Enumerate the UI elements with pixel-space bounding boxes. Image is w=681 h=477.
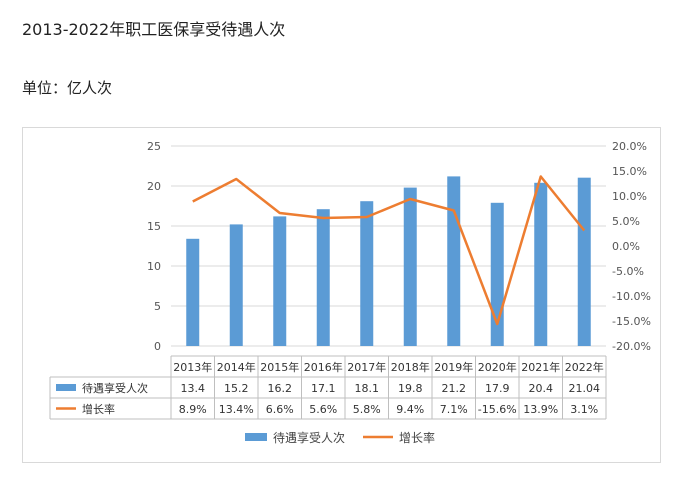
growth-rate-line	[192, 175, 586, 326]
bar	[360, 201, 374, 346]
y-right-tick-label: 5.0%	[612, 215, 640, 228]
table-cell-value: -15.6%	[478, 403, 517, 416]
combo-chart: 0 5 10 15 20 25 -20.0% -15.0% -10.0% -5.0% 0.0% 5.0…	[49, 140, 651, 445]
table-legend-bar-swatch	[56, 384, 76, 391]
y-right-tick-label: 0.0%	[612, 240, 640, 253]
x-category-label: 2021年	[521, 360, 560, 374]
table-cell-value: 13.4	[181, 382, 206, 395]
table-cell-value: 5.6%	[309, 403, 337, 416]
bar	[534, 182, 548, 346]
y-right-tick-label: -10.0%	[612, 290, 651, 303]
y-right-tick-label: -5.0%	[612, 265, 644, 278]
y-right-tick-label: -15.0%	[612, 315, 651, 328]
y-left-tick-label: 0	[154, 340, 161, 353]
table-cell-value: 8.9%	[179, 403, 207, 416]
x-category-label: 2013年	[173, 360, 212, 374]
bar	[316, 209, 330, 346]
table-cell-value: 17.1	[311, 382, 336, 395]
x-category-label: 2015年	[260, 360, 299, 374]
legend-label: 待遇享受人次	[273, 430, 345, 445]
table-cell-value: 13.9%	[523, 403, 558, 416]
legend-bar-swatch	[245, 433, 267, 441]
x-category-label: 2018年	[391, 360, 430, 374]
table-cell-value: 19.8	[398, 382, 423, 395]
legend-label: 增长率	[399, 430, 435, 445]
bar	[186, 238, 200, 346]
x-category-label: 2022年	[565, 360, 604, 374]
x-category-label: 2014年	[217, 360, 256, 374]
table-cell-value: 18.1	[355, 382, 380, 395]
x-category-label: 2020年	[478, 360, 517, 374]
y-right-tick-label: 10.0%	[612, 190, 647, 203]
bar	[577, 177, 591, 346]
y-left-tick-label: 15	[147, 220, 161, 233]
table-cell-value: 21.2	[442, 382, 467, 395]
table-cell-value: 9.4%	[396, 403, 424, 416]
y-right-tick-label: -20.0%	[612, 340, 651, 353]
bar	[403, 187, 417, 346]
y-left-tick-label: 25	[147, 140, 161, 153]
chart-container: 0 5 10 15 20 25 -20.0% -15.0% -10.0% -5.0% 0.0% 5.0…	[22, 127, 661, 463]
table-cell-value: 20.4	[529, 382, 554, 395]
table-cell-value: 21.04	[569, 382, 601, 395]
table-cell-value: 13.4%	[219, 403, 254, 416]
bar	[273, 216, 287, 346]
table-cell-value: 5.8%	[353, 403, 381, 416]
page-title: 2013-2022年职工医保享受待遇人次	[22, 20, 286, 39]
table-series-name: 增长率	[82, 402, 115, 416]
y-right-tick-label: 15.0%	[612, 165, 647, 178]
x-category-label: 2017年	[347, 360, 386, 374]
bar	[447, 176, 461, 346]
table-cell-value: 6.6%	[266, 403, 294, 416]
y-right-tick-label: 20.0%	[612, 140, 647, 153]
x-category-label: 2016年	[304, 360, 343, 374]
bar	[229, 224, 243, 346]
y-left-tick-label: 10	[147, 260, 161, 273]
table-cell-value: 16.2	[268, 382, 293, 395]
table-cell-value: 17.9	[485, 382, 510, 395]
table-cell-value: 7.1%	[440, 403, 468, 416]
y-left-tick-label: 5	[154, 300, 161, 313]
table-cell-value: 3.1%	[570, 403, 598, 416]
x-category-label: 2019年	[434, 360, 473, 374]
unit-label: 单位：亿人次	[22, 79, 113, 97]
y-left-tick-label: 20	[147, 180, 161, 193]
table-cell-value: 15.2	[224, 382, 249, 395]
table-series-name: 待遇享受人次	[82, 381, 148, 395]
